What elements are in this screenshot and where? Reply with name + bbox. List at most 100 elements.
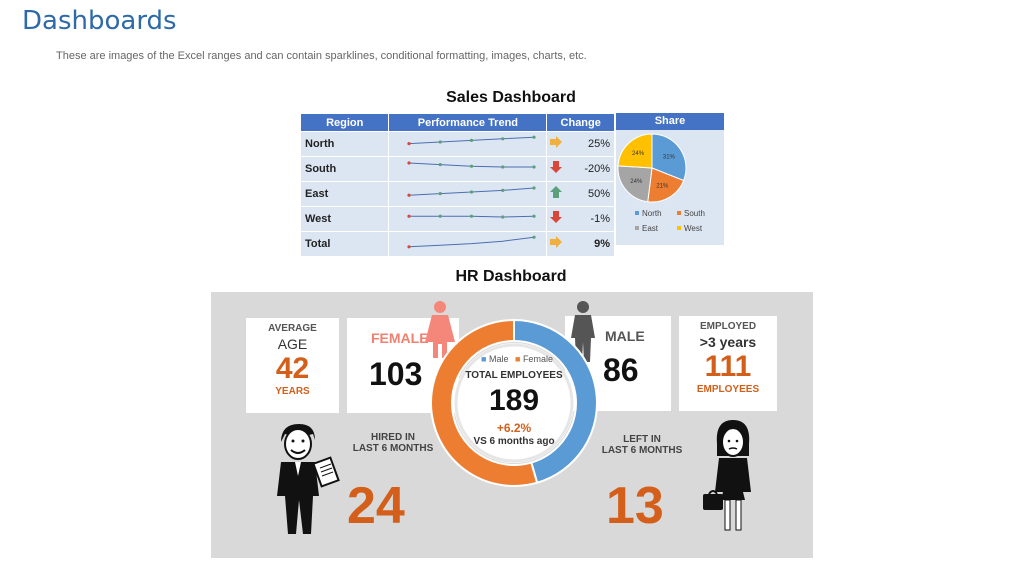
employed-value: 111 bbox=[704, 350, 752, 383]
hr-dashboard: AVERAGE AGE 42 YEARS FEMALE 103 MALE 86 … bbox=[211, 292, 813, 558]
legend-female: Female bbox=[522, 354, 553, 364]
total-employees-value: 189 bbox=[488, 384, 540, 417]
total-employees-change: +6.2% bbox=[496, 421, 532, 435]
legend-male-icon: ■ bbox=[481, 354, 487, 364]
sparkline-point bbox=[407, 245, 412, 249]
sparkline-cell bbox=[388, 206, 548, 232]
sparkline-point bbox=[407, 214, 412, 218]
sparkline-point bbox=[501, 215, 505, 219]
sales-region: South bbox=[299, 156, 390, 182]
change-value: 25% bbox=[587, 138, 610, 150]
sparkline-point bbox=[532, 165, 537, 169]
sparkline-point bbox=[407, 161, 412, 165]
hr-dashboard-heading: HR Dashboard bbox=[455, 268, 567, 285]
arrow-right-icon bbox=[550, 236, 563, 248]
sparkline-cell bbox=[388, 181, 548, 207]
employed-line2: >3 years bbox=[699, 334, 757, 350]
page-subtitle: These are images of the Excel ranges and… bbox=[56, 50, 587, 62]
male-label: MALE bbox=[605, 328, 645, 344]
donut-slice-female bbox=[430, 318, 539, 487]
sparkline-line bbox=[409, 236, 535, 248]
sparkline-point bbox=[501, 188, 505, 192]
sales-row: East 50% bbox=[299, 181, 615, 207]
left-line1: LEFT IN bbox=[623, 434, 661, 445]
sparkline-point bbox=[532, 235, 537, 239]
hired-value: 24 bbox=[347, 477, 405, 535]
sales-change: 25% bbox=[546, 131, 615, 157]
left-label: LEFT IN LAST 6 MONTHS bbox=[597, 434, 687, 456]
female-person-icon bbox=[425, 301, 455, 358]
legend-swatch bbox=[635, 226, 639, 230]
sales-row: North 25% bbox=[299, 131, 615, 157]
arrow-down-icon bbox=[550, 161, 563, 173]
employed-line1: EMPLOYED bbox=[699, 321, 757, 332]
sparkline bbox=[407, 235, 537, 249]
pie-label: 24% bbox=[630, 179, 643, 185]
sparkline-point bbox=[470, 164, 474, 168]
sales-change: -20% bbox=[546, 156, 615, 182]
sparkline bbox=[407, 186, 537, 197]
sales-row: Total 9% bbox=[299, 231, 615, 257]
legend-swatch bbox=[635, 211, 639, 215]
average-age-card: AVERAGE AGE 42 YEARS bbox=[246, 318, 339, 413]
hired-line2: LAST 6 MONTHS bbox=[352, 443, 434, 454]
sparkline-point bbox=[532, 214, 537, 218]
sparkline bbox=[407, 214, 537, 219]
change-value: -20% bbox=[584, 163, 610, 175]
donut-legend: ■ Male ■ Female bbox=[481, 354, 553, 364]
sparkline bbox=[407, 135, 537, 146]
change-value: -1% bbox=[590, 213, 610, 225]
pie-label: 21% bbox=[656, 184, 669, 190]
left-line2: LAST 6 MONTHS bbox=[601, 445, 683, 456]
legend-female-icon: ■ bbox=[514, 354, 521, 364]
donut-inner-ring bbox=[454, 343, 574, 463]
sparkline-point bbox=[407, 193, 412, 197]
col-region: Region bbox=[299, 113, 390, 132]
sales-region: East bbox=[299, 181, 390, 207]
sales-row: South -20% bbox=[299, 156, 615, 182]
total-employees-vs: VS 6 months ago bbox=[473, 436, 555, 447]
businessman-icon bbox=[277, 424, 340, 534]
legend-label: North bbox=[642, 209, 662, 218]
avg-age-line1: AVERAGE bbox=[268, 323, 317, 334]
avg-age-unit: YEARS bbox=[275, 386, 310, 397]
sales-dashboard: Region Performance Trend Change North 25%… bbox=[299, 113, 724, 257]
left-value: 13 bbox=[606, 477, 664, 535]
pie-slice-west bbox=[617, 133, 653, 169]
share-pie-chart: 31% 21% 24% 24% North South East West bbox=[617, 133, 705, 233]
hired-label: HIRED IN LAST 6 MONTHS bbox=[348, 432, 438, 454]
change-value: 9% bbox=[594, 238, 610, 250]
arrow-down-icon bbox=[550, 211, 563, 223]
pie-label: 24% bbox=[632, 151, 645, 157]
arrow-right-icon bbox=[550, 136, 563, 148]
hired-line1: HIRED IN bbox=[371, 432, 415, 443]
sparkline-point bbox=[439, 140, 443, 144]
donut-center bbox=[454, 343, 574, 463]
sparkline-point bbox=[532, 186, 537, 190]
change-value: 50% bbox=[587, 188, 610, 200]
legend-male: Male bbox=[488, 354, 509, 364]
sparkline-cell bbox=[388, 131, 548, 157]
legend-swatch bbox=[677, 211, 681, 215]
sparkline-point bbox=[470, 138, 474, 142]
businesswoman-icon bbox=[703, 420, 751, 531]
sparkline bbox=[407, 161, 537, 169]
sales-region: North bbox=[299, 131, 390, 157]
sales-change: 50% bbox=[546, 181, 615, 207]
legend-label: West bbox=[684, 224, 703, 233]
sales-region: West bbox=[299, 206, 390, 232]
male-value: 86 bbox=[603, 352, 639, 388]
sales-region: Total bbox=[299, 231, 390, 257]
sales-row: West -1% bbox=[299, 206, 615, 232]
pie-label: 31% bbox=[663, 155, 676, 161]
sparkline-point bbox=[470, 214, 474, 218]
female-label: FEMALE bbox=[371, 330, 429, 346]
sparkline-cell bbox=[388, 156, 548, 182]
arrow-up-icon bbox=[550, 186, 563, 198]
pie-slice-north bbox=[651, 133, 687, 182]
sales-change: -1% bbox=[546, 206, 615, 232]
employed-card: EMPLOYED >3 years 111 EMPLOYEES bbox=[679, 316, 777, 411]
sparkline-point bbox=[407, 142, 412, 146]
sparkline-point bbox=[439, 214, 443, 218]
col-change: Change bbox=[546, 113, 615, 132]
